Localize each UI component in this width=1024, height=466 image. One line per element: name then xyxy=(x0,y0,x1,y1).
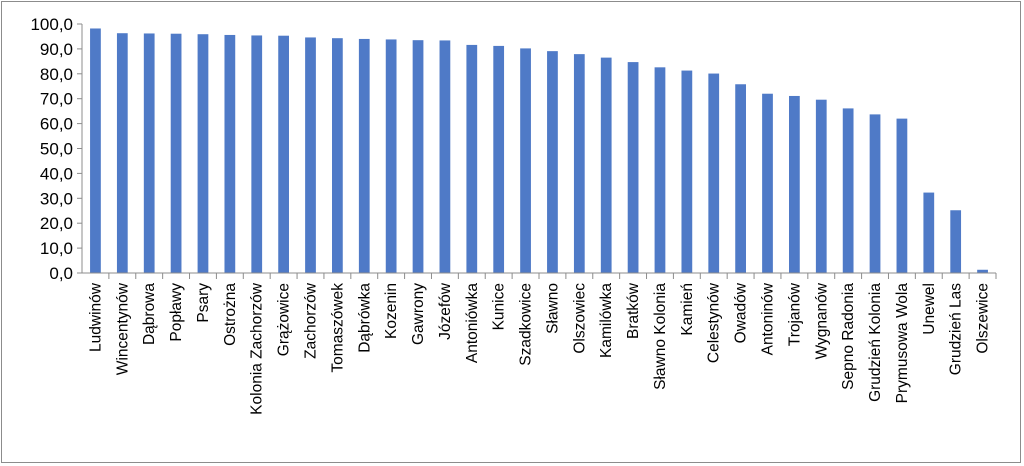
y-tick-label: 80,0 xyxy=(40,65,73,84)
x-tick-label: Kolonia Zachorzów xyxy=(249,282,266,415)
bar xyxy=(789,95,800,273)
x-tick-label: Tomaszówek xyxy=(329,283,346,373)
x-tick-label: Ostrożna xyxy=(222,283,239,346)
y-tick-label: 40,0 xyxy=(40,164,73,183)
x-tick-label: Owadów xyxy=(733,282,750,343)
x-tick-label: Wincentynów xyxy=(114,282,131,375)
bar xyxy=(735,84,746,274)
bar xyxy=(573,54,585,274)
bar xyxy=(708,73,720,274)
x-tick-label: Prymusowa Wola xyxy=(894,283,911,404)
x-tick-label: Gawrony xyxy=(410,283,427,345)
bar xyxy=(977,269,988,273)
x-tick-label: Kamień xyxy=(679,283,696,336)
x-tick-label: Psary xyxy=(195,283,212,323)
x-tick-label: Józefów xyxy=(437,282,454,340)
bar xyxy=(116,33,128,274)
bar xyxy=(654,67,666,274)
bar xyxy=(251,35,263,274)
bar xyxy=(493,45,505,273)
y-tick-label: 100,0 xyxy=(30,15,73,34)
y-tick-label: 90,0 xyxy=(40,40,73,59)
y-tick-label: 20,0 xyxy=(40,214,73,233)
y-tick-label: 0,0 xyxy=(49,264,73,283)
bar xyxy=(412,40,424,274)
bar xyxy=(627,62,639,273)
x-tick-label: Bratków xyxy=(625,282,642,339)
y-tick-label: 70,0 xyxy=(40,90,73,109)
bar xyxy=(869,114,881,274)
bar xyxy=(90,28,101,274)
y-tick-label: 50,0 xyxy=(40,140,73,159)
bar xyxy=(224,34,236,274)
bar xyxy=(923,192,935,273)
y-tick-label: 60,0 xyxy=(40,115,73,134)
x-tick-label: Kamilówka xyxy=(598,283,615,358)
x-tick-label: Sepno Radonia xyxy=(840,283,857,390)
x-tick-label: Grudzień Las xyxy=(948,283,965,375)
x-tick-label: Olszewice xyxy=(975,283,992,354)
bar xyxy=(600,57,612,273)
x-tick-label: Sławno Kolonia xyxy=(652,283,669,390)
x-tick-label: Popławy xyxy=(168,283,185,342)
bar xyxy=(896,118,908,274)
bar xyxy=(842,108,854,273)
x-tick-label: Szadkowice xyxy=(518,283,535,366)
x-tick-label: Trojanów xyxy=(786,282,803,346)
bar xyxy=(547,51,558,274)
bar xyxy=(278,35,289,273)
bar xyxy=(358,38,370,273)
bar xyxy=(197,34,209,273)
bar xyxy=(170,33,182,273)
x-axis: Ludwinów Wincentynów Dąbrowa Popławy Psary Os… xyxy=(82,272,997,415)
y-tick-label: 10,0 xyxy=(40,239,73,258)
bar xyxy=(520,48,531,273)
x-tick-label: Sławno xyxy=(544,283,561,334)
bar xyxy=(762,93,773,273)
x-tick-label: Celestynów xyxy=(706,282,723,363)
y-axis: 0,0 10,0 20,0 30,0 40,0 50,0 60,0 70,0 80,0 90,0 1… xyxy=(30,15,83,283)
bar xyxy=(143,33,155,273)
x-tick-label: Antoniówka xyxy=(464,283,481,364)
x-tick-label: Grudzień Kolonia xyxy=(867,283,884,402)
bar xyxy=(305,37,316,273)
x-tick-label: Grążowice xyxy=(276,283,293,356)
bar xyxy=(681,70,693,273)
x-tick-label: Antoninów xyxy=(760,282,777,355)
x-tick-label: Olszowiec xyxy=(571,283,588,354)
x-tick-label: Dąbrowa xyxy=(141,283,158,345)
bar xyxy=(332,38,343,274)
x-tick-label: Unewel xyxy=(921,283,938,335)
y-tick-label: 30,0 xyxy=(40,189,73,208)
x-tick-label: Dąbrówka xyxy=(356,283,373,353)
x-tick-label: Kunice xyxy=(491,283,508,330)
x-tick-label: Kozenin xyxy=(383,283,400,339)
x-tick-label: Ludwinów xyxy=(87,282,104,352)
bar xyxy=(385,39,397,273)
x-tick-label: Zachorzów xyxy=(303,282,320,359)
bar xyxy=(439,40,451,274)
x-tick-label: Wygnanów xyxy=(813,282,830,359)
bar xyxy=(466,44,478,273)
bar xyxy=(950,210,962,273)
bars xyxy=(90,28,988,274)
bar xyxy=(815,99,827,273)
